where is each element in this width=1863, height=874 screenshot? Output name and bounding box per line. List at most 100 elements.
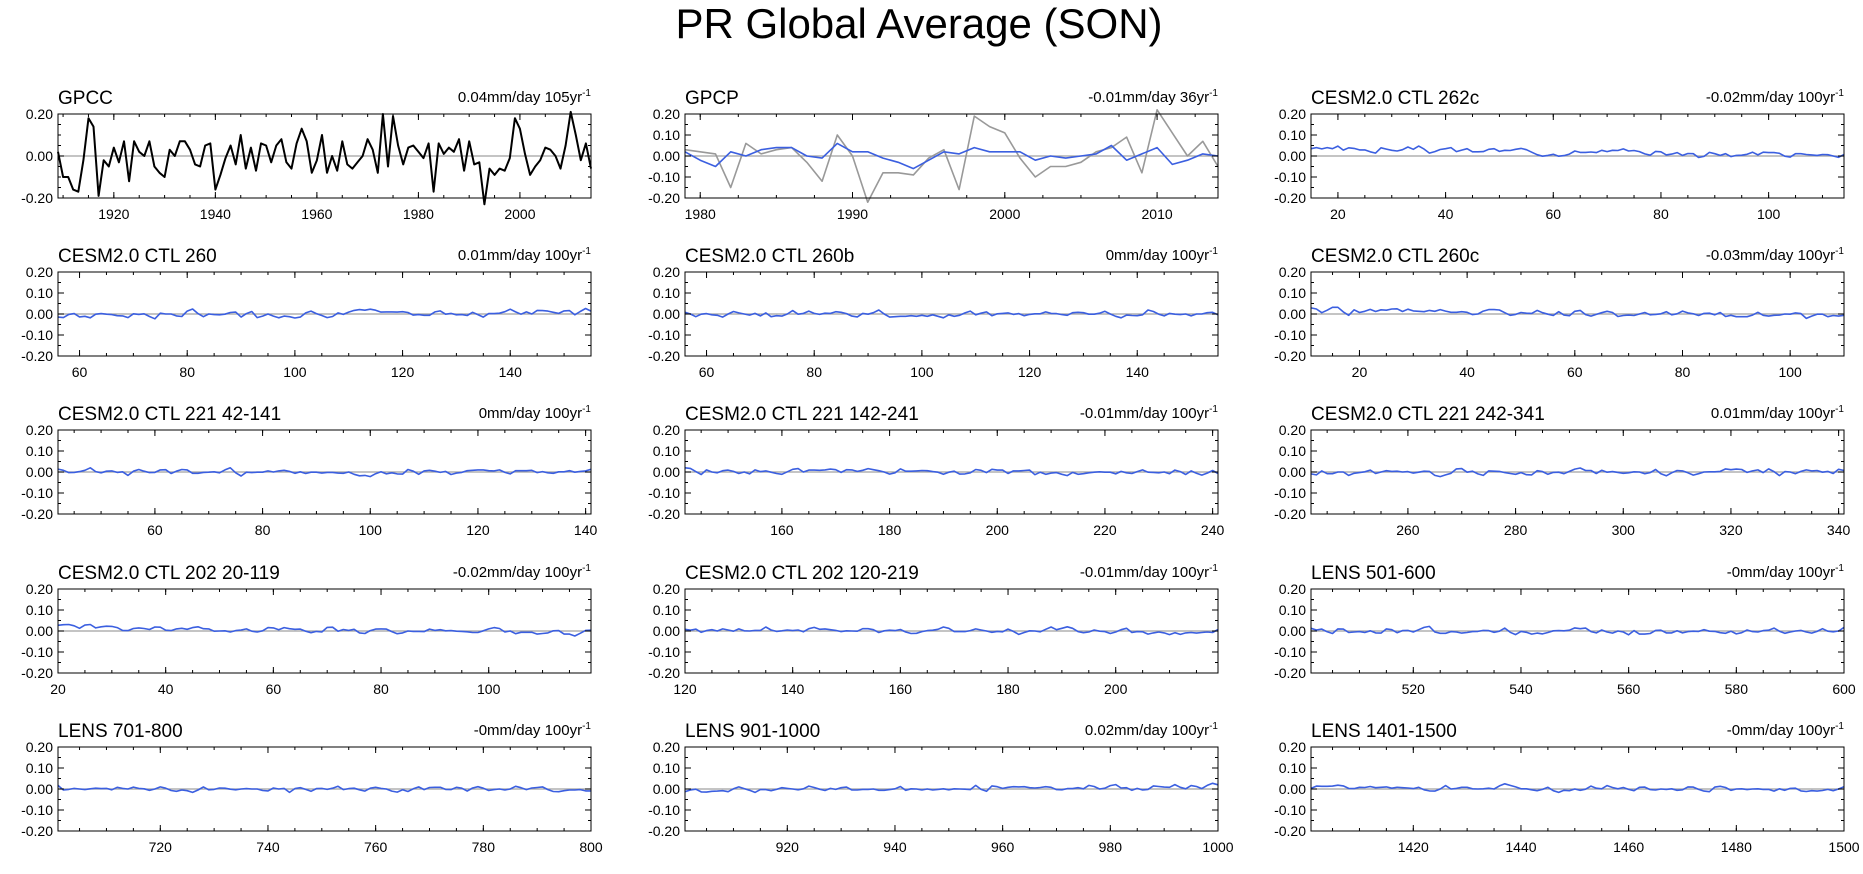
y-tick-label: 0.00 <box>653 148 680 164</box>
panel: LENS 1401-1500 -0mm/day 100yr-1 0.20 0.10 0.… <box>1274 721 1860 855</box>
x-tick-label: 260 <box>1396 522 1420 538</box>
x-tick-label: 540 <box>1509 681 1533 697</box>
x-tick-label: 200 <box>1104 681 1128 697</box>
y-tick-label: -0.10 <box>21 644 53 660</box>
series-line <box>57 784 591 794</box>
x-tick-label: 60 <box>147 522 163 538</box>
panel: CESM2.0 CTL 221 142-241 -0.01mm/day 100yr… <box>648 404 1224 538</box>
panel-trend-label: 0.01mm/day 100yr-1 <box>1711 404 1845 422</box>
panel: CESM2.0 CTL 260c -0.03mm/day 100yr-1 0.20 0… <box>1274 246 1845 380</box>
x-tick-label: 1920 <box>98 206 129 222</box>
series-line <box>684 467 1219 477</box>
x-tick-label: 960 <box>991 839 1015 855</box>
y-tick-label: -0.20 <box>21 348 53 364</box>
x-tick-label: 60 <box>72 364 88 380</box>
panel-trend-label: -0.02mm/day 100yr-1 <box>453 563 592 581</box>
x-tick-label: 140 <box>574 522 598 538</box>
y-tick-label: -0.10 <box>648 485 680 501</box>
x-tick-label: 1500 <box>1828 839 1859 855</box>
x-tick-label: 100 <box>910 364 934 380</box>
x-tick-label: 1980 <box>685 206 716 222</box>
x-tick-label: 300 <box>1612 522 1636 538</box>
panel: CESM2.0 CTL 202 20-119 -0.02mm/day 100yr-… <box>21 563 592 697</box>
y-tick-label: 0.00 <box>1279 148 1306 164</box>
y-tick-label: -0.10 <box>21 485 53 501</box>
y-tick-label: 0.00 <box>653 781 680 797</box>
x-tick-label: 80 <box>255 522 271 538</box>
y-tick-label: -0.20 <box>21 823 53 839</box>
panel-title: GPCP <box>685 88 739 109</box>
y-tick-label: -0.20 <box>1274 506 1306 522</box>
y-tick-label: 0.00 <box>26 148 53 164</box>
y-tick-label: -0.20 <box>648 348 680 364</box>
x-tick-label: 60 <box>699 364 715 380</box>
x-tick-label: 60 <box>1567 364 1583 380</box>
panel: CESM2.0 CTL 260 0.01mm/day 100yr-1 0.20 0.1… <box>21 246 592 380</box>
x-tick-label: 60 <box>1545 206 1561 222</box>
x-tick-label: 1940 <box>200 206 231 222</box>
series-line <box>684 142 1219 170</box>
y-tick-label: 0.00 <box>653 464 680 480</box>
x-tick-label: 1980 <box>403 206 434 222</box>
y-tick-label: 0.20 <box>1279 739 1306 755</box>
x-tick-label: 60 <box>266 681 282 697</box>
series-line <box>57 467 592 478</box>
x-tick-label: 20 <box>50 681 66 697</box>
y-tick-label: 0.20 <box>1279 581 1306 597</box>
y-tick-label: 0.20 <box>26 422 53 438</box>
x-tick-label: 280 <box>1504 522 1528 538</box>
y-tick-label: 0.00 <box>26 781 53 797</box>
x-tick-label: 120 <box>1018 364 1042 380</box>
x-tick-label: 80 <box>806 364 822 380</box>
y-tick-label: 0.00 <box>26 623 53 639</box>
series-line <box>1310 783 1845 794</box>
panel-trend-label: 0.01mm/day 100yr-1 <box>458 246 592 264</box>
x-tick-label: 780 <box>472 839 496 855</box>
x-tick-label: 120 <box>673 681 697 697</box>
x-tick-label: 2000 <box>504 206 535 222</box>
panel: CESM2.0 CTL 202 120-219 -0.01mm/day 100yr… <box>648 563 1219 697</box>
x-tick-label: 1990 <box>837 206 868 222</box>
panel: LENS 501-600 -0mm/day 100yr-1 0.20 0.10 0.00… <box>1274 563 1856 697</box>
y-tick-label: 0.20 <box>653 739 680 755</box>
panel-trend-label: 0.02mm/day 100yr-1 <box>1085 721 1219 739</box>
panel: LENS 901-1000 0.02mm/day 100yr-1 0.20 0.10 0… <box>648 721 1234 855</box>
y-tick-label: 0.00 <box>1279 781 1306 797</box>
x-tick-label: 980 <box>1099 839 1123 855</box>
x-tick-label: 720 <box>149 839 173 855</box>
y-tick-label: -0.10 <box>1274 485 1306 501</box>
y-tick-label: 0.10 <box>653 127 680 143</box>
x-tick-label: 120 <box>391 364 415 380</box>
x-tick-label: 920 <box>776 839 800 855</box>
x-tick-label: 760 <box>364 839 388 855</box>
x-tick-label: 100 <box>1778 364 1802 380</box>
x-tick-label: 560 <box>1617 681 1641 697</box>
y-tick-label: 0.20 <box>26 739 53 755</box>
x-tick-label: 40 <box>1459 364 1475 380</box>
y-tick-label: 0.20 <box>653 422 680 438</box>
x-tick-label: 140 <box>499 364 523 380</box>
panel-title: CESM2.0 CTL 262c <box>1311 88 1479 109</box>
y-tick-label: -0.20 <box>21 665 53 681</box>
panel-trend-label: 0.04mm/day 105yr-1 <box>458 88 592 106</box>
y-tick-label: 0.10 <box>1279 285 1306 301</box>
y-tick-label: 0.20 <box>1279 422 1306 438</box>
panel-title: CESM2.0 CTL 202 20-119 <box>58 563 280 584</box>
panel: CESM2.0 CTL 260b 0mm/day 100yr-1 0.20 0.10 0… <box>648 246 1219 380</box>
figure-title: PR Global Average (SON) <box>675 0 1162 47</box>
y-tick-label: -0.10 <box>21 327 53 343</box>
y-tick-label: 0.20 <box>653 264 680 280</box>
panel-trend-label: -0mm/day 100yr-1 <box>1727 563 1845 581</box>
x-tick-label: 600 <box>1832 681 1856 697</box>
y-tick-label: -0.10 <box>648 802 680 818</box>
panel-title: LENS 501-600 <box>1311 563 1436 584</box>
y-tick-label: 0.10 <box>1279 127 1306 143</box>
y-tick-label: -0.10 <box>21 802 53 818</box>
y-tick-label: 0.00 <box>1279 464 1306 480</box>
panel-title: CESM2.0 CTL 221 42-141 <box>58 404 281 425</box>
x-tick-label: 100 <box>283 364 307 380</box>
x-tick-label: 40 <box>1438 206 1454 222</box>
series-line <box>684 782 1219 794</box>
y-tick-label: 0.20 <box>26 106 53 122</box>
y-tick-label: 0.10 <box>653 443 680 459</box>
